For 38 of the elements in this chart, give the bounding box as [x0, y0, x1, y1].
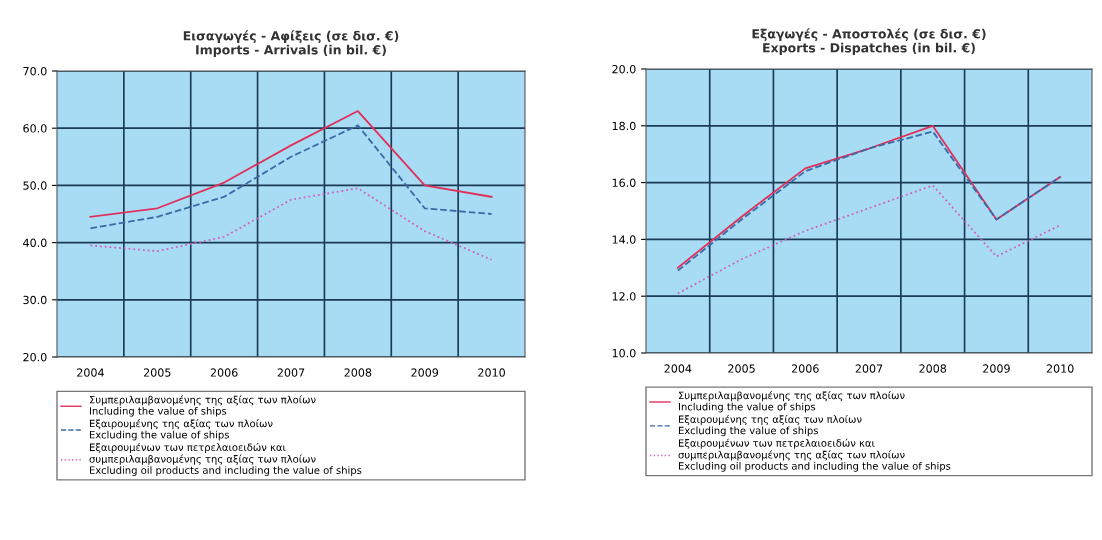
x-tick-label: 2005 [728, 364, 755, 373]
y-tick-label: 20.0 [612, 64, 636, 74]
legend-label: Εξαιρουμένης της αξίας των πλοίων Excluding the value of ships [678, 414, 862, 437]
x-tick-label: 2006 [210, 368, 238, 377]
x-tick-label: 2005 [143, 368, 171, 377]
legend-label: Εξαιρουμένων των πετρελαιοειδών και συμπεριλαμβανομένης της αξίας των πλοίων Excluding oil products and including the value of ships [89, 442, 362, 476]
y-tick-label: 50.0 [23, 181, 47, 190]
x-tick-label: 2009 [411, 368, 439, 377]
line-series [89, 124, 493, 230]
x-tick-label: 2009 [983, 364, 1010, 373]
y-tick-label: 14.0 [612, 235, 636, 244]
x-tick-label: 2004 [664, 364, 692, 373]
y-tick-label: 18.0 [612, 121, 636, 131]
x-tick-label: 2010 [478, 368, 505, 377]
line-series [89, 187, 493, 261]
y-tick-label: 70.0 [23, 66, 47, 76]
chart-title: Εισαγωγές - Αφίξεις (σε δισ. €) Imports - Arrivals (in bil. €) [183, 30, 399, 57]
legend-label: Συμπεριλαμβανομένης της αξίας των πλοίων Including the value of ships [89, 395, 316, 417]
x-tick-label: 2008 [919, 364, 947, 373]
x-tick-label: 2007 [277, 368, 305, 377]
x-tick-label: 2010 [1046, 364, 1074, 373]
legend-label: Συμπεριλαμβανομένης της αξίας των πλοίων Including the value of ships [678, 391, 905, 413]
x-tick-label: 2004 [77, 368, 104, 377]
legend-label: Εξαιρουμένης της αξίας των πλοίων Excluding the value of ships [89, 419, 273, 441]
legend-label: Εξαιρουμένων των πετρελαιοειδών και συμπεριλαμβανομένης της αξίας των πλοίων Excluding oil products and including the value of ships [678, 438, 951, 472]
y-tick-label: 60.0 [23, 124, 47, 133]
y-tick-label: 40.0 [23, 238, 47, 247]
y-tick-label: 16.0 [612, 178, 636, 187]
line-series [89, 110, 493, 218]
y-tick-label: 20.0 [23, 352, 47, 362]
x-tick-label: 2006 [791, 364, 819, 373]
chart-title: Εξαγωγές - Αποστολές (σε δισ. €) Exports - Dispatches (in bil. €) [752, 28, 986, 55]
x-tick-label: 2007 [855, 364, 883, 373]
line-series [676, 184, 1062, 295]
y-tick-label: 12.0 [612, 292, 636, 301]
y-tick-label: 30.0 [23, 295, 47, 305]
y-tick-label: 10.0 [612, 348, 636, 358]
x-tick-label: 2008 [344, 368, 372, 377]
